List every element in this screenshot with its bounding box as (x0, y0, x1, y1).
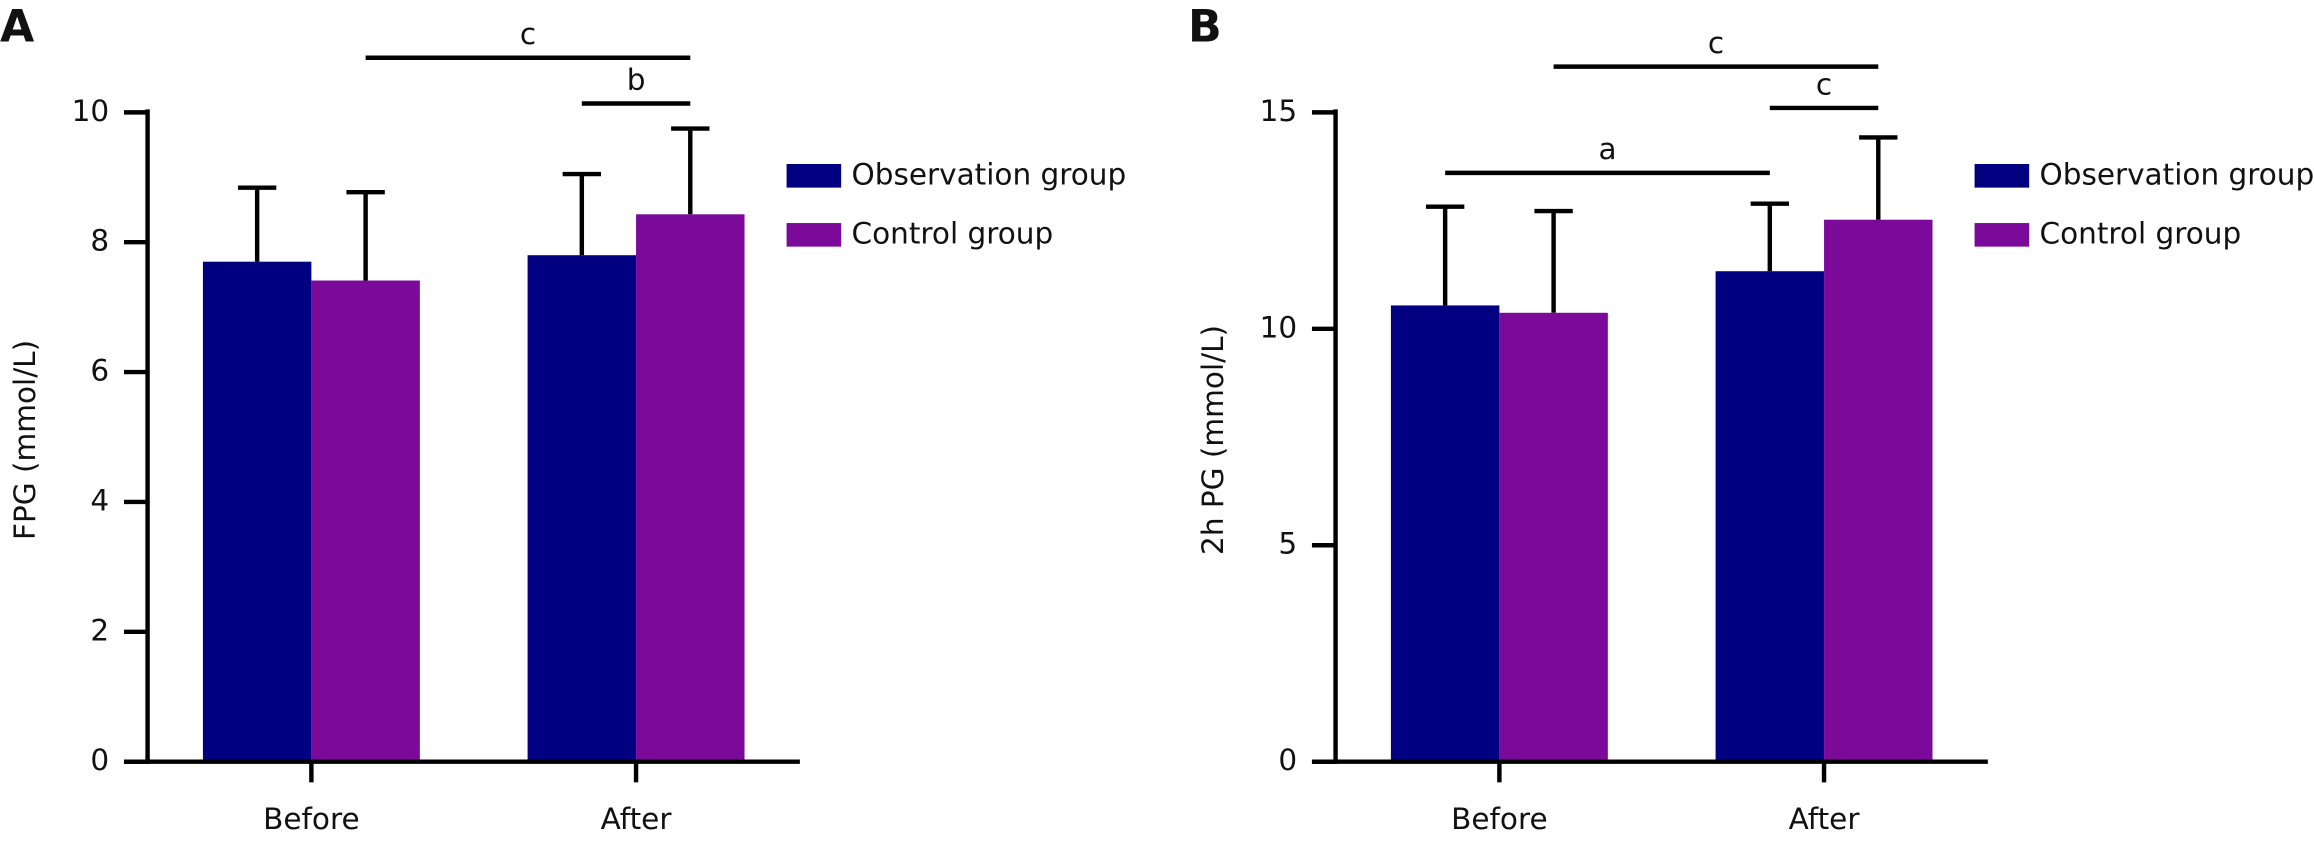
chart-panel: B 2h PG (mmol/L) 0 5 10 15 Before After Observat… (1188, 2, 2314, 837)
panel-label: A (0, 2, 35, 53)
significance-label: b (627, 63, 646, 97)
bar (311, 280, 420, 762)
y-tick-label: 4 (90, 483, 109, 517)
y-tick-label: 2 (90, 613, 109, 647)
legend-swatch (1974, 223, 2030, 247)
x-tick-label: After (601, 802, 673, 836)
y-axis-label: 2h PG (mmol/L) (1196, 325, 1230, 555)
x-tick-label: Before (1451, 802, 1547, 836)
chart-panel: A FPG (mmol/L) 0 2 4 6 8 10 Before After Observati… (0, 2, 1126, 837)
bar (527, 255, 637, 762)
legend-label: Control group (852, 216, 1054, 250)
bar (636, 214, 745, 762)
legend-swatch (786, 164, 842, 188)
y-tick-label: 0 (1278, 743, 1297, 777)
y-axis-label: FPG (mmol/L) (8, 340, 42, 540)
y-tick-label: 5 (1278, 527, 1297, 561)
y-tick-label: 10 (1260, 310, 1298, 344)
significance-label: c (1708, 26, 1724, 60)
legend-label: Observation group (852, 157, 1127, 191)
x-tick-label: After (1789, 802, 1861, 836)
significance-label: c (520, 17, 536, 51)
bar (1715, 271, 1825, 762)
y-tick-label: 8 (90, 224, 109, 258)
legend-swatch (1974, 164, 2030, 188)
x-tick-label: Before (263, 802, 359, 836)
panel-label: B (1188, 2, 1222, 53)
y-tick-label: 6 (90, 354, 109, 388)
bar (1824, 219, 1933, 762)
legend-swatch (786, 223, 842, 247)
bar (1390, 305, 1500, 762)
y-tick-label: 15 (1260, 94, 1298, 128)
legend-label: Observation group (2040, 157, 2314, 191)
legend-label: Control group (2040, 216, 2242, 250)
y-tick-label: 0 (90, 743, 109, 777)
bar (202, 261, 312, 762)
significance-label: a (1598, 132, 1616, 166)
y-tick-label: 10 (72, 94, 110, 128)
significance-label: c (1816, 67, 1832, 101)
bar (1499, 312, 1608, 762)
